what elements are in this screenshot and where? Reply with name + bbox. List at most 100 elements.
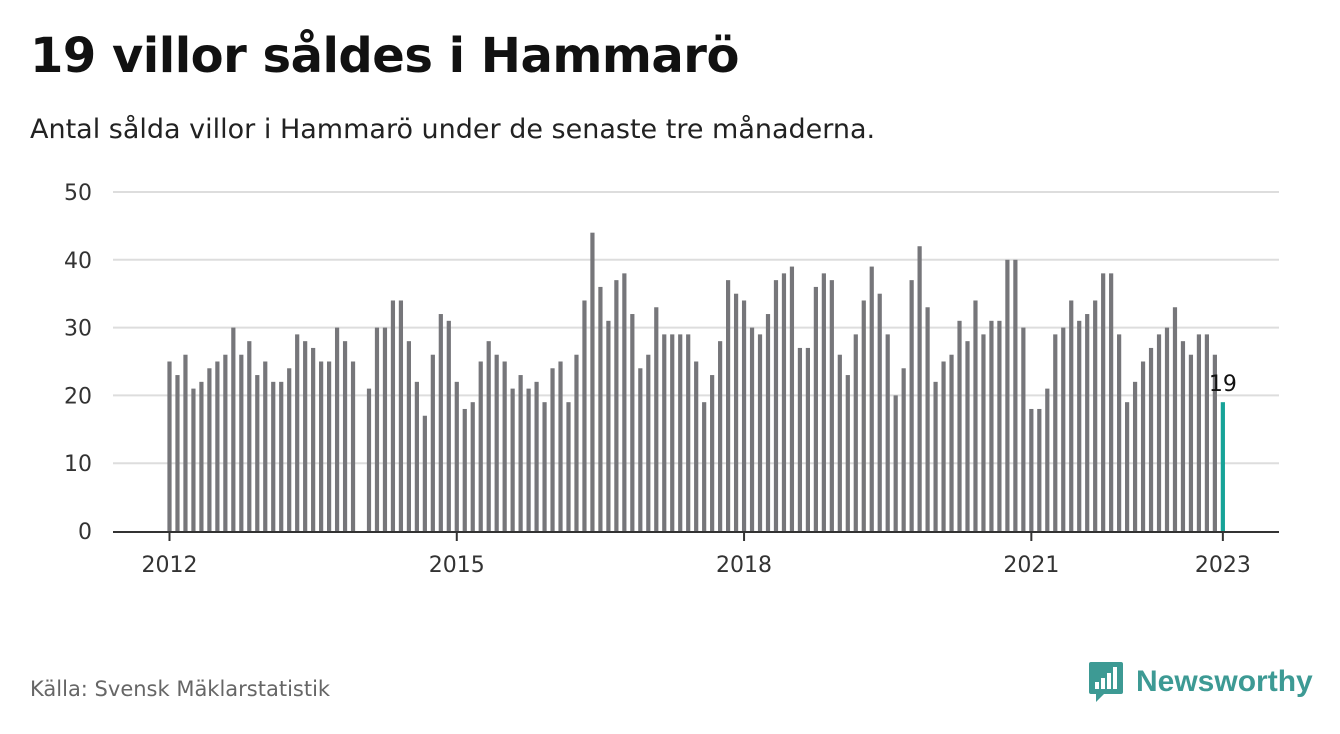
bar xyxy=(741,300,747,531)
bar xyxy=(1132,381,1138,531)
y-axis-tick-labels: 0 10 20 30 40 50 xyxy=(64,181,92,545)
bar xyxy=(654,307,659,531)
bar-chart: 0 10 20 30 40 50 2012 2015 2018 2021 2023 19 xyxy=(64,181,1279,578)
bar xyxy=(949,354,954,531)
x-tick-label: 2018 xyxy=(716,553,772,578)
y-tick-label: 10 xyxy=(64,452,92,477)
bar xyxy=(1156,334,1162,531)
bar xyxy=(398,300,404,531)
bar xyxy=(303,341,308,531)
bar xyxy=(837,354,842,531)
bar xyxy=(311,347,316,531)
bar xyxy=(861,300,866,531)
y-tick-label: 20 xyxy=(64,384,92,409)
bar xyxy=(374,327,380,531)
bar xyxy=(1013,259,1018,531)
bar xyxy=(941,361,946,531)
brand-logo[interactable]: Newsworthy xyxy=(1088,660,1313,704)
y-tick-label: 0 xyxy=(78,520,92,545)
bar xyxy=(422,415,427,531)
bar xyxy=(805,347,810,531)
bar xyxy=(901,368,906,531)
bar xyxy=(342,341,348,531)
bar xyxy=(247,341,252,531)
bar xyxy=(191,388,196,531)
bar xyxy=(430,354,435,531)
bar xyxy=(199,381,204,531)
bar xyxy=(1093,300,1098,531)
bar xyxy=(1005,259,1010,531)
bar xyxy=(638,368,643,531)
bar xyxy=(757,334,763,531)
bar xyxy=(462,408,467,531)
bar xyxy=(933,381,938,531)
bar xyxy=(550,368,555,531)
bar xyxy=(813,286,818,531)
bar xyxy=(215,361,220,531)
latest-value-label: 19 xyxy=(1209,372,1237,397)
x-tick-label: 2015 xyxy=(429,553,485,578)
bar xyxy=(670,334,675,531)
bar xyxy=(255,375,260,531)
bar xyxy=(167,361,172,531)
bar xyxy=(1180,341,1186,531)
bar xyxy=(925,307,930,531)
y-tick-label: 40 xyxy=(64,249,92,274)
bar xyxy=(1085,314,1090,531)
bar xyxy=(590,232,595,531)
bar xyxy=(1125,402,1130,531)
x-tick-label: 2012 xyxy=(142,553,198,578)
bar xyxy=(694,361,699,531)
bar xyxy=(319,361,324,531)
bar xyxy=(502,361,507,531)
bar xyxy=(1164,327,1170,531)
bar xyxy=(518,375,523,531)
bar xyxy=(1045,388,1050,531)
bar xyxy=(718,341,723,531)
bar xyxy=(877,293,882,531)
bar xyxy=(909,280,914,531)
bar xyxy=(893,395,898,531)
bar xyxy=(749,327,755,531)
bar xyxy=(207,368,212,531)
bar xyxy=(726,280,731,531)
bar xyxy=(263,361,268,531)
bar xyxy=(606,320,611,531)
bar xyxy=(965,341,970,531)
bar xyxy=(1021,327,1026,531)
bar xyxy=(175,375,180,531)
bar xyxy=(1172,307,1178,531)
bar xyxy=(1061,327,1066,531)
bar xyxy=(989,320,994,531)
bar xyxy=(853,334,858,531)
bar xyxy=(582,300,587,531)
bar xyxy=(885,334,890,531)
bar xyxy=(271,381,276,531)
bar xyxy=(1029,408,1034,531)
bar xyxy=(622,273,627,531)
brand-name: Newsworthy xyxy=(1136,665,1313,698)
bar xyxy=(574,354,579,531)
bar xyxy=(1117,334,1122,531)
bar xyxy=(781,273,787,531)
bars xyxy=(167,232,1225,532)
bar xyxy=(446,320,451,531)
bar xyxy=(566,402,571,531)
bar xyxy=(1037,408,1042,531)
bar xyxy=(414,381,419,531)
bar xyxy=(630,314,635,531)
bar xyxy=(438,314,443,531)
bar xyxy=(845,375,850,531)
bar xyxy=(869,266,874,531)
bar xyxy=(662,334,667,531)
chart-subtitle: Antal sålda villor i Hammarö under de se… xyxy=(30,114,876,145)
bar xyxy=(973,300,978,531)
source-note: Källa: Svensk Mäklarstatistik xyxy=(30,677,331,701)
bar xyxy=(510,388,515,531)
bar xyxy=(821,273,826,531)
bar xyxy=(765,314,771,531)
x-tick-label: 2023 xyxy=(1195,553,1251,578)
bar xyxy=(710,375,715,531)
x-axis-ticks: 2012 2015 2018 2021 2023 xyxy=(142,533,1251,578)
bar xyxy=(678,334,683,531)
